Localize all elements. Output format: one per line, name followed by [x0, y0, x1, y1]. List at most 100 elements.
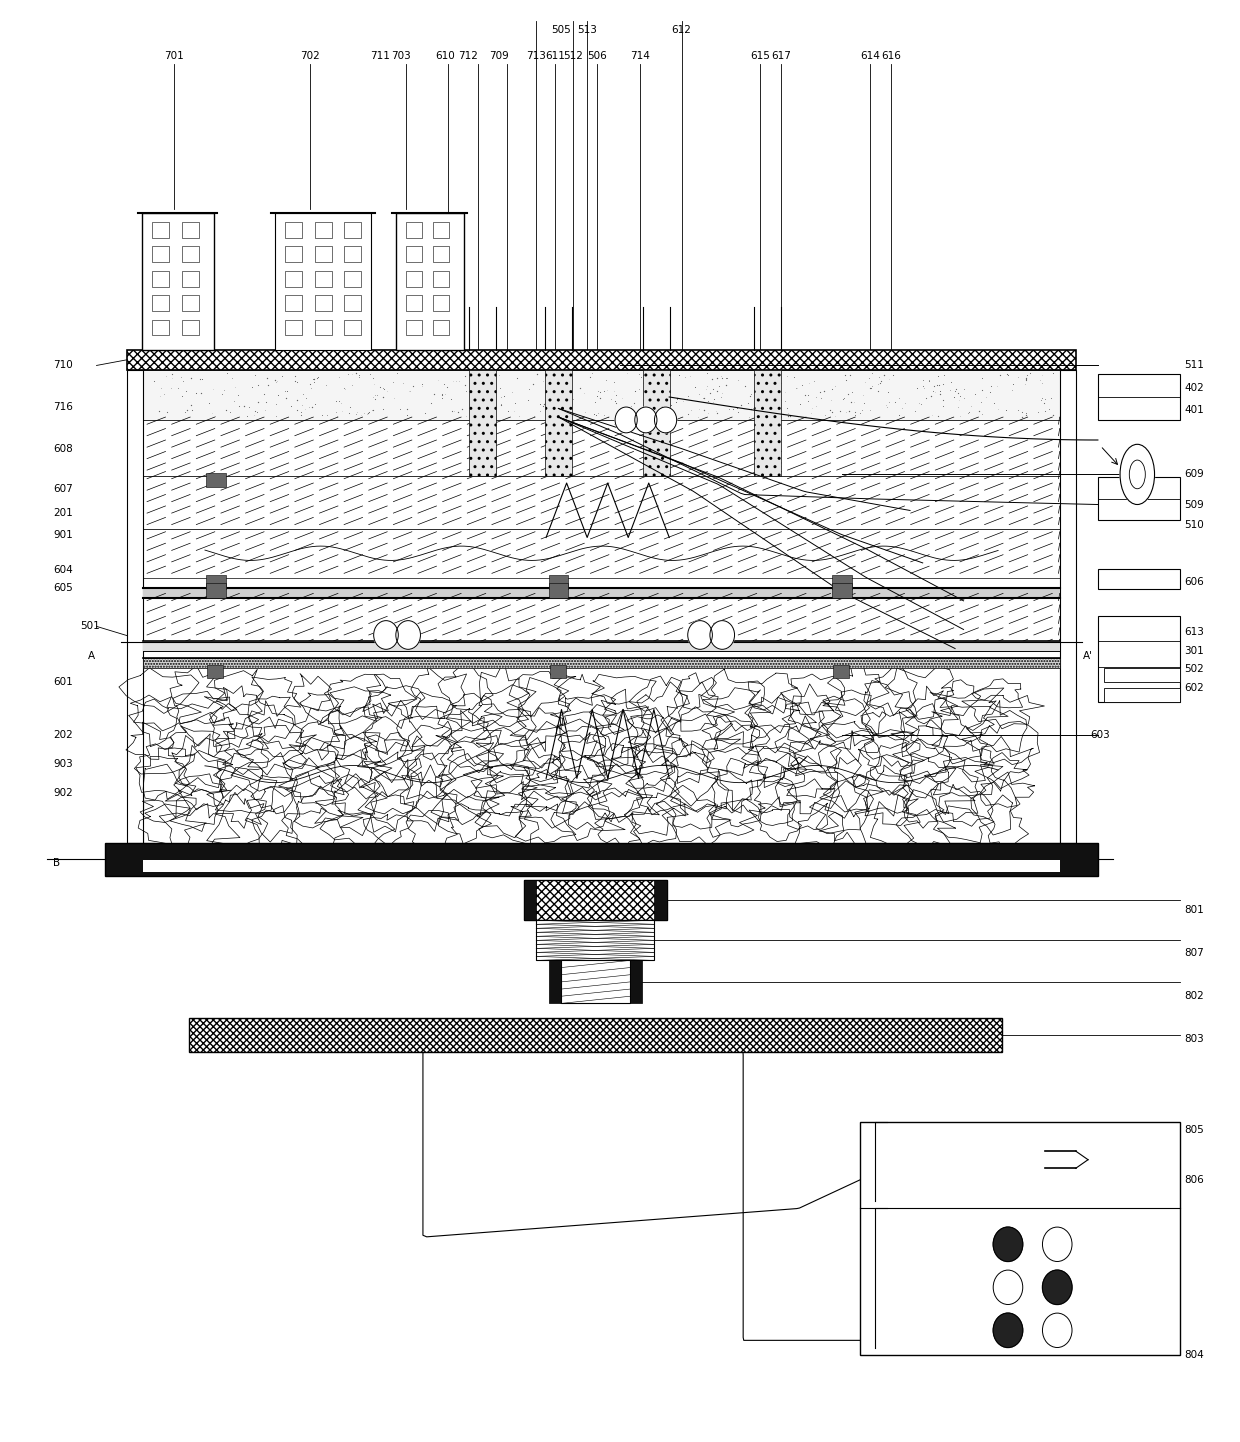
Polygon shape — [159, 803, 241, 864]
Polygon shape — [678, 673, 717, 709]
Polygon shape — [748, 673, 801, 714]
Polygon shape — [870, 756, 915, 796]
Polygon shape — [711, 799, 761, 826]
Polygon shape — [169, 727, 222, 757]
Polygon shape — [471, 771, 537, 816]
Polygon shape — [789, 684, 843, 730]
Polygon shape — [180, 712, 236, 747]
Text: 616: 616 — [882, 50, 901, 61]
Polygon shape — [363, 701, 417, 753]
Polygon shape — [336, 737, 386, 787]
Bar — [181, 247, 198, 262]
Polygon shape — [511, 792, 577, 828]
Text: 613: 613 — [1184, 627, 1204, 637]
Polygon shape — [252, 806, 298, 854]
Polygon shape — [170, 789, 218, 832]
Polygon shape — [327, 675, 386, 715]
Text: 617: 617 — [771, 50, 791, 61]
Polygon shape — [143, 764, 196, 818]
Polygon shape — [892, 725, 947, 758]
Polygon shape — [589, 787, 660, 819]
Polygon shape — [293, 673, 331, 711]
Bar — [315, 296, 332, 311]
Polygon shape — [703, 688, 771, 731]
Polygon shape — [216, 789, 267, 828]
Polygon shape — [363, 686, 425, 728]
Text: B: B — [53, 858, 61, 868]
Polygon shape — [759, 797, 795, 825]
Polygon shape — [780, 673, 844, 715]
Polygon shape — [559, 733, 605, 787]
Polygon shape — [662, 803, 732, 845]
Polygon shape — [939, 784, 993, 826]
Circle shape — [993, 1270, 1023, 1305]
Polygon shape — [129, 699, 177, 747]
Polygon shape — [858, 743, 924, 776]
Polygon shape — [966, 701, 1027, 753]
Polygon shape — [754, 777, 801, 815]
Polygon shape — [136, 757, 190, 795]
Polygon shape — [515, 803, 575, 842]
Polygon shape — [520, 727, 565, 769]
Polygon shape — [629, 676, 689, 720]
Polygon shape — [862, 681, 918, 737]
Circle shape — [711, 620, 734, 649]
Polygon shape — [471, 709, 536, 746]
Polygon shape — [320, 810, 394, 848]
Polygon shape — [140, 792, 196, 822]
Text: 510: 510 — [1184, 519, 1204, 529]
Polygon shape — [637, 779, 686, 815]
Polygon shape — [279, 757, 345, 797]
Text: 806: 806 — [1184, 1175, 1204, 1185]
Polygon shape — [906, 686, 959, 728]
Polygon shape — [363, 673, 417, 714]
Polygon shape — [213, 753, 263, 799]
Circle shape — [688, 620, 712, 649]
Bar — [544, 369, 572, 476]
Polygon shape — [507, 678, 569, 733]
Bar — [315, 271, 332, 287]
Polygon shape — [714, 758, 766, 810]
Polygon shape — [972, 679, 1023, 708]
Text: 202: 202 — [53, 730, 73, 740]
Polygon shape — [432, 789, 500, 825]
Polygon shape — [971, 780, 1021, 835]
Polygon shape — [436, 711, 501, 766]
Polygon shape — [126, 722, 174, 760]
Polygon shape — [329, 686, 391, 724]
Bar — [181, 222, 198, 238]
Bar — [345, 296, 361, 311]
Bar — [861, 1122, 1180, 1354]
Bar — [833, 665, 849, 678]
Circle shape — [635, 407, 657, 433]
Polygon shape — [748, 698, 821, 753]
Bar — [128, 369, 144, 844]
Bar — [1097, 616, 1180, 702]
Polygon shape — [138, 805, 207, 845]
Bar — [405, 271, 422, 287]
Text: 901: 901 — [53, 529, 73, 539]
Polygon shape — [712, 770, 753, 813]
Text: 602: 602 — [1184, 684, 1204, 694]
Polygon shape — [216, 767, 277, 813]
Text: 512: 512 — [563, 50, 583, 61]
Polygon shape — [745, 694, 800, 733]
Polygon shape — [405, 810, 458, 848]
Polygon shape — [820, 777, 883, 812]
Bar — [525, 880, 667, 920]
Polygon shape — [749, 809, 801, 842]
Polygon shape — [247, 725, 316, 757]
Circle shape — [1043, 1314, 1073, 1347]
Polygon shape — [795, 803, 844, 846]
Polygon shape — [401, 764, 446, 825]
Ellipse shape — [1120, 444, 1154, 505]
Bar — [206, 584, 226, 597]
Polygon shape — [361, 760, 423, 813]
Bar — [285, 320, 303, 336]
Polygon shape — [899, 704, 942, 748]
Polygon shape — [589, 705, 649, 751]
Polygon shape — [410, 665, 466, 720]
Bar — [548, 960, 560, 1004]
Polygon shape — [551, 756, 614, 796]
Text: 505: 505 — [551, 25, 570, 35]
